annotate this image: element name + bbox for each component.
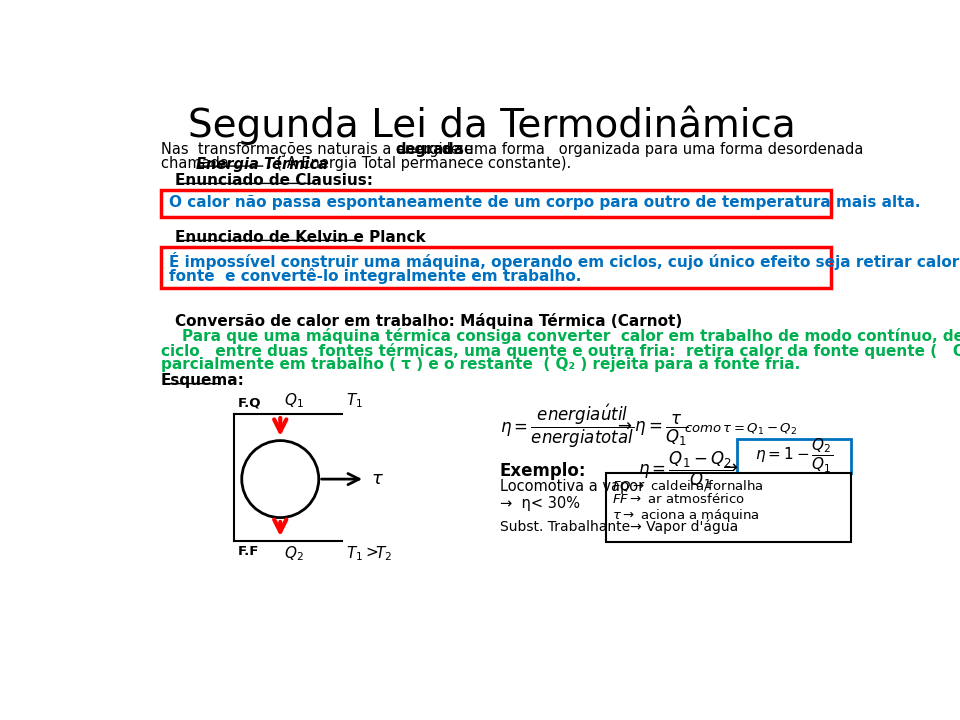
Text: Para que uma máquina térmica consiga converter  calor em trabalho de modo contín: Para que uma máquina térmica consiga con…	[161, 328, 960, 344]
Text: $T_1$: $T_1$	[346, 391, 363, 410]
Text: $Q_1$: $Q_1$	[284, 391, 303, 410]
Text: Nas  transformações naturais a energia se: Nas transformações naturais a energia se	[161, 142, 477, 157]
Bar	[737, 439, 851, 473]
Text: $FQ \rightarrow$ caldeira/fornalha: $FQ \rightarrow$ caldeira/fornalha	[612, 477, 764, 492]
Text: $\eta = \dfrac{Q_1 - Q_2}{Q_1}$: $\eta = \dfrac{Q_1 - Q_2}{Q_1}$	[638, 450, 733, 491]
Text: $\tau \rightarrow$ aciona a máquina: $\tau \rightarrow$ aciona a máquina	[612, 507, 759, 524]
Text: $T_1$: $T_1$	[346, 544, 363, 563]
Text: Segunda Lei da Termodinâmica: Segunda Lei da Termodinâmica	[188, 106, 796, 145]
Text: O calor não passa espontaneamente de um corpo para outro de temperatura mais alt: O calor não passa espontaneamente de um …	[169, 195, 920, 210]
Text: F.Q: F.Q	[238, 397, 261, 410]
Text: $\eta = \dfrac{energia\acute{u}til}{energiatotal}$: $\eta = \dfrac{energia\acute{u}til}{ener…	[500, 402, 634, 450]
Text: $\eta = 1 - \dfrac{Q_2}{Q_1}$: $\eta = 1 - \dfrac{Q_2}{Q_1}$	[755, 437, 833, 475]
Text: $\rightarrow \eta = \dfrac{\tau}{Q_1}$: $\rightarrow \eta = \dfrac{\tau}{Q_1}$	[613, 413, 688, 448]
Text: Enunciado de Kelvin e Planck: Enunciado de Kelvin e Planck	[175, 230, 425, 245]
Text: parcialmente em trabalho ( τ ) e o restante  ( Q₂ ) rejeita para a fonte fria.: parcialmente em trabalho ( τ ) e o resta…	[161, 357, 800, 372]
Text: Subst. Trabalhante→ Vapor d'água: Subst. Trabalhante→ Vapor d'água	[500, 519, 738, 534]
Text: Enunciado de Clausius:: Enunciado de Clausius:	[175, 173, 372, 188]
Text: . ( A Energia Total permanece constante).: . ( A Energia Total permanece constante)…	[267, 156, 571, 171]
Text: $T_2$: $T_2$	[375, 544, 392, 563]
Text: Exemplo:: Exemplo:	[500, 462, 587, 480]
Text: F.F: F.F	[238, 544, 259, 557]
Bar	[161, 246, 830, 288]
Text: $FF \rightarrow$ ar atmosférico: $FF \rightarrow$ ar atmosférico	[612, 492, 746, 506]
Text: Conversão de calor em trabalho: Máquina Térmica (Carnot): Conversão de calor em trabalho: Máquina …	[175, 312, 682, 329]
Text: →  η< 30%: → η< 30%	[500, 496, 580, 511]
Text: degrada: degrada	[395, 142, 464, 157]
Circle shape	[242, 441, 319, 518]
Text: de uma forma   organizada para uma forma desordenada: de uma forma organizada para uma forma d…	[438, 142, 864, 157]
Text: $>$: $>$	[363, 544, 379, 559]
Text: $Q_2$: $Q_2$	[284, 544, 303, 563]
Text: Locomotiva a vapor: Locomotiva a vapor	[500, 479, 644, 494]
Bar	[161, 189, 830, 217]
Text: Esquema:: Esquema:	[161, 373, 245, 388]
Text: fonte  e convertê-lo integralmente em trabalho.: fonte e convertê-lo integralmente em tra…	[169, 268, 581, 284]
Text: $\tau$: $\tau$	[372, 470, 384, 488]
Text: Energia Térmica: Energia Térmica	[196, 156, 328, 171]
Text: $\rightarrow$: $\rightarrow$	[719, 457, 739, 475]
Bar	[606, 473, 851, 542]
Text: ciclo   entre duas  fontes térmicas, uma quente e outra fria:  retira calor da f: ciclo entre duas fontes térmicas, uma qu…	[161, 343, 960, 359]
Text: chamada: chamada	[161, 156, 233, 171]
Text: $como\,\tau = Q_1 - Q_2$: $como\,\tau = Q_1 - Q_2$	[684, 422, 798, 437]
Text: É impossível construir uma máquina, operando em ciclos, cujo único efeito seja r: É impossível construir uma máquina, oper…	[169, 252, 960, 270]
